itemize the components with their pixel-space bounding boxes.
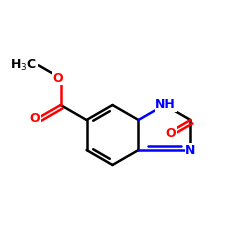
Text: NH: NH xyxy=(155,98,176,112)
Text: N: N xyxy=(185,144,196,156)
Text: H$_3$C: H$_3$C xyxy=(10,58,37,73)
Text: O: O xyxy=(29,112,40,125)
Text: O: O xyxy=(166,127,176,140)
Text: O: O xyxy=(52,72,63,85)
